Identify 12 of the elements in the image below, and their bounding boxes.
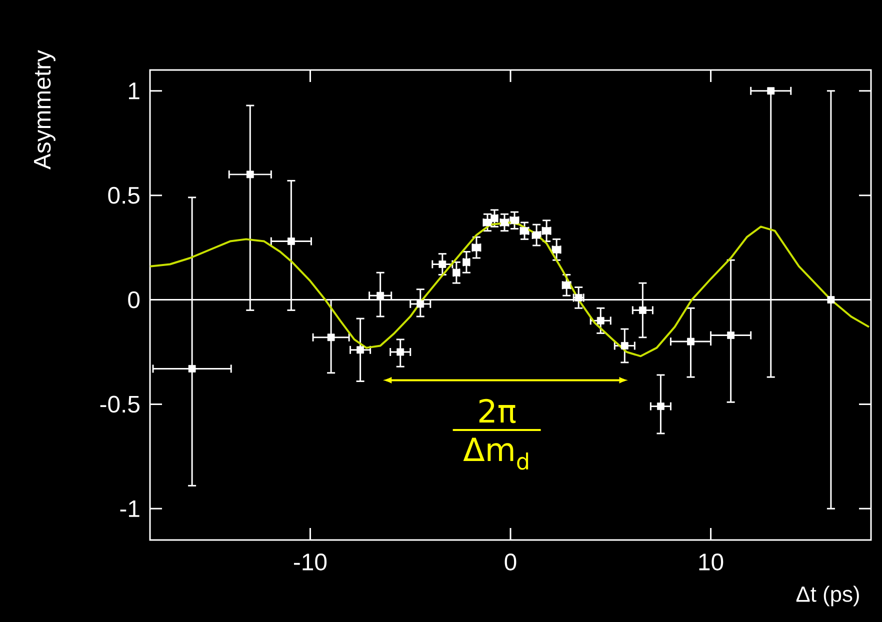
x-tick-label: -10 xyxy=(294,554,327,570)
y-tick-label: -0.5 xyxy=(100,396,140,413)
x-axis-title: Δt (ps) xyxy=(796,586,859,606)
annotation: 2π xyxy=(479,398,516,424)
y-tick-label: 1 xyxy=(129,82,140,100)
x-tick-label: 10 xyxy=(699,554,724,570)
y-tick-label: 0.5 xyxy=(108,186,140,204)
annotation: Δm$_{d}$ xyxy=(463,438,528,470)
y-tick-label: -1 xyxy=(120,500,140,517)
y-axis-title: Asymmetry xyxy=(34,50,56,170)
y-tick-label: 0 xyxy=(128,291,140,308)
x-tick-label: 0 xyxy=(504,554,516,570)
